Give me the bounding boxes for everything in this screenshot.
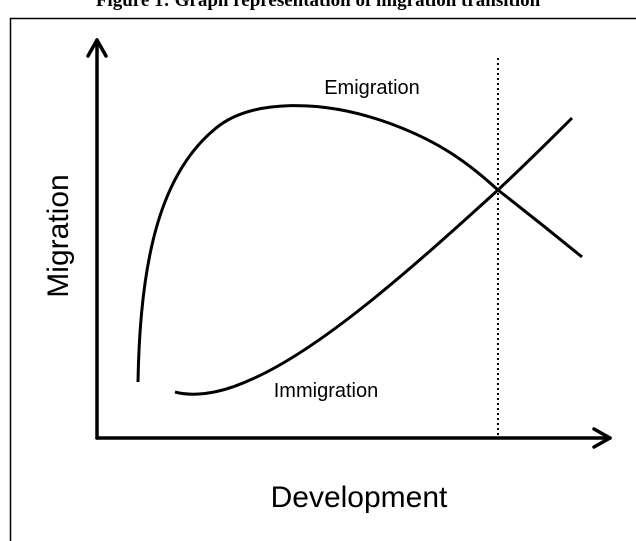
curve-label: Immigration [274, 380, 378, 402]
frame [9, 17, 636, 541]
figure-title: Figure 1: Graph representation of migrat… [96, 0, 541, 11]
axes [86, 38, 612, 449]
emigration-curve [136, 104, 583, 383]
y-arrow [86, 38, 108, 58]
immigration-curve [174, 116, 574, 396]
x-arrow [592, 427, 612, 449]
curve-label: Emigration [324, 77, 420, 99]
x-axis-label: Development [271, 481, 448, 514]
y-axis-label: Migration [42, 174, 75, 297]
